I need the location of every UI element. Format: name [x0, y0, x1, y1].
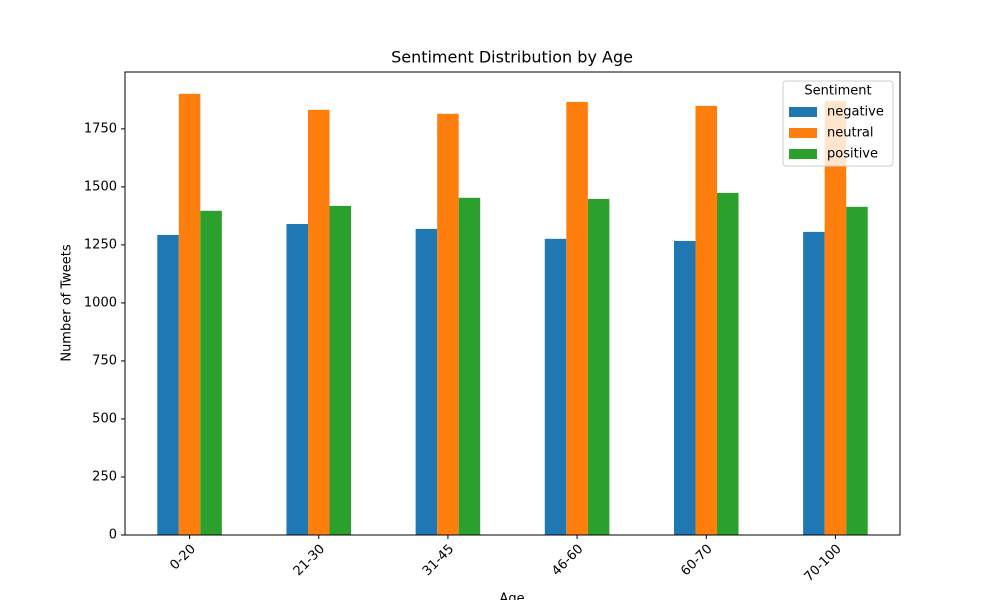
y-tick-label: 500 — [92, 411, 117, 426]
y-tick-label: 1250 — [84, 237, 117, 252]
bar — [717, 192, 739, 535]
legend-swatch — [789, 107, 817, 117]
bar — [307, 109, 330, 535]
x-axis-label: Age — [499, 592, 524, 600]
y-tick-label: 1500 — [84, 179, 117, 194]
y-axis-label: Number of Tweets — [60, 244, 75, 362]
bar — [803, 231, 825, 535]
plot-frame — [124, 71, 901, 536]
chart-title: Sentiment Distribution by Age — [391, 48, 633, 67]
bar — [458, 197, 481, 535]
bar — [544, 238, 567, 535]
bar — [200, 210, 222, 535]
bar — [566, 101, 588, 535]
bar — [178, 93, 201, 535]
bar — [286, 224, 308, 536]
legend: Sentiment negative neutral positive — [782, 80, 894, 167]
legend-box — [782, 80, 894, 167]
legend-label: neutral — [827, 126, 874, 141]
y-tick-label: 0 — [109, 528, 117, 543]
legend-swatch — [789, 149, 817, 159]
bar — [415, 228, 438, 535]
bar — [695, 105, 718, 535]
legend-title: Sentiment — [804, 84, 871, 99]
bar — [587, 198, 610, 535]
y-tick-label: 1750 — [84, 121, 117, 136]
legend-swatch — [789, 128, 817, 138]
legend-label: positive — [827, 147, 878, 162]
bar — [846, 206, 868, 535]
bar — [673, 240, 696, 535]
y-tick-label: 1000 — [84, 295, 117, 310]
bar — [329, 205, 352, 535]
y-tick-label: 250 — [92, 469, 117, 484]
legend-label: negative — [827, 105, 884, 120]
y-tick-label: 750 — [92, 353, 117, 368]
bar — [437, 113, 459, 535]
bar — [824, 100, 847, 535]
bar — [157, 234, 179, 536]
